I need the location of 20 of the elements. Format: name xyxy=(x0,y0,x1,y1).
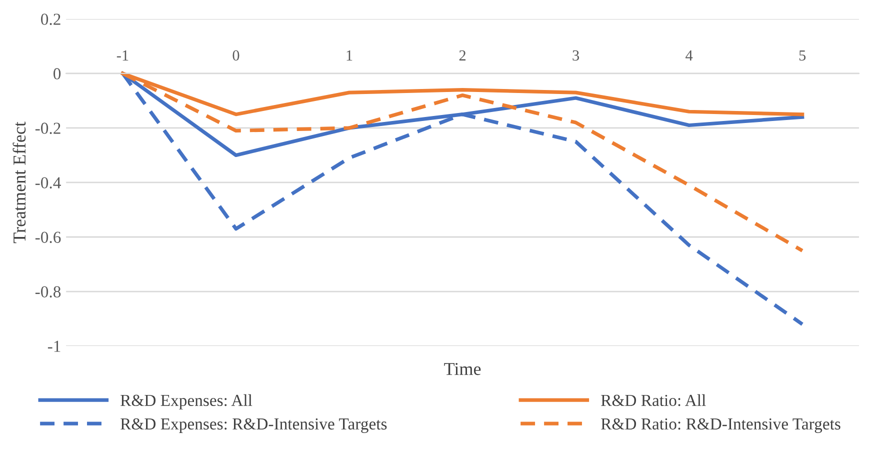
y-tick-label: -0.2 xyxy=(35,122,60,134)
y-axis-title: Treatment Effect xyxy=(12,122,26,244)
x-tick-label: 0 xyxy=(232,50,240,61)
x-tick-label: 1 xyxy=(346,50,352,60)
y-tick-label: -1 xyxy=(48,340,60,352)
legend-label: R&D Expenses: R&D-Intensive Targets xyxy=(120,418,387,434)
x-tick-label: 3 xyxy=(572,50,580,61)
legend-label: R&D Expenses: All xyxy=(120,394,252,410)
y-tick-label: -0.8 xyxy=(35,286,61,298)
y-tick-label: 0.2 xyxy=(41,14,60,25)
x-tick-label: -1 xyxy=(116,50,128,60)
x-tick-label: 4 xyxy=(686,50,693,60)
y-tick-label: 0 xyxy=(54,68,61,80)
y-tick-label: -0.6 xyxy=(35,232,61,244)
x-tick-label: 5 xyxy=(799,50,806,61)
x-axis-title: Time xyxy=(444,362,481,376)
y-tick-label: -0.4 xyxy=(35,177,61,189)
legend-label: R&D Ratio: R&D-Intensive Targets xyxy=(601,418,840,434)
legend-label: R&D Ratio: All xyxy=(601,394,706,406)
x-tick-label: 2 xyxy=(459,50,466,60)
